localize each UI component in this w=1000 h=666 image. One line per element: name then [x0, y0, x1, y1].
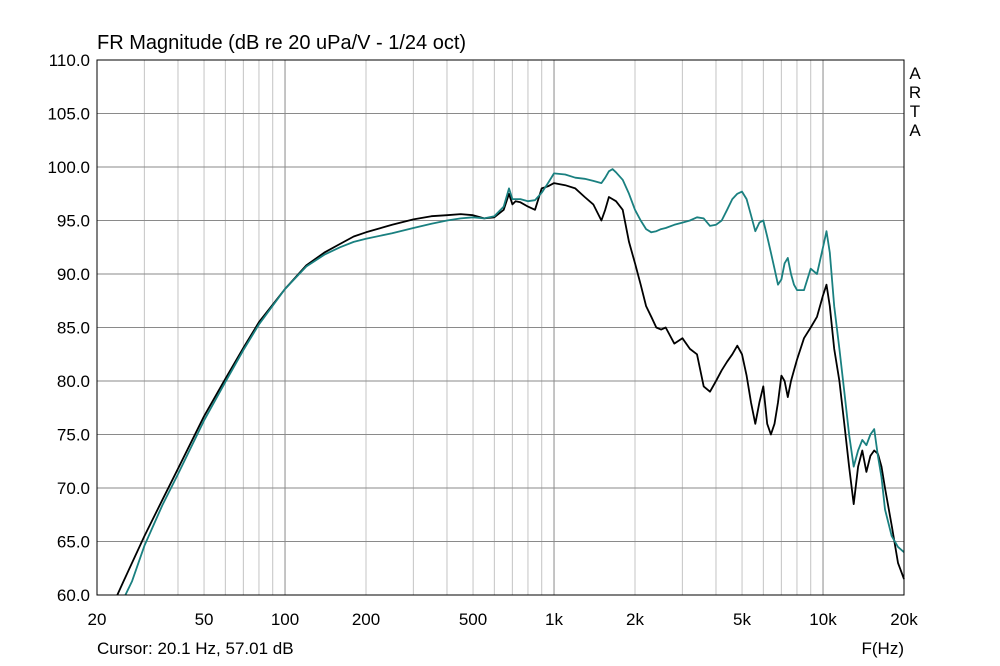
x-axis-ticks: 20 50 100 200 500 1k 2k 5k 10k 20k — [88, 610, 919, 629]
chart-title: FR Magnitude (dB re 20 uPa/V - 1/24 oct) — [97, 32, 466, 54]
x-axis-label: F(Hz) — [862, 639, 904, 658]
y-tick-label: 95.0 — [57, 212, 90, 231]
watermark-letter: R — [909, 83, 921, 102]
y-tick-label: 85.0 — [57, 319, 90, 338]
x-tick-label: 20k — [890, 610, 918, 629]
y-tick-label: 70.0 — [57, 479, 90, 498]
x-tick-label: 20 — [88, 610, 107, 629]
x-tick-label: 5k — [733, 610, 751, 629]
series-line-2 — [124, 168, 905, 596]
y-axis-ticks: 60.0 65.0 70.0 75.0 80.0 85.0 90.0 95.0 100.0 105… — [47, 51, 90, 605]
y-tick-label: 75.0 — [57, 426, 90, 445]
x-tick-label: 1k — [545, 610, 563, 629]
y-tick-label: 90.0 — [57, 265, 90, 284]
y-tick-label: 80.0 — [57, 372, 90, 391]
watermark-letter: T — [910, 102, 920, 121]
series-line-1 — [116, 182, 905, 596]
x-tick-label: 500 — [459, 610, 487, 629]
x-tick-label: 50 — [195, 610, 214, 629]
y-tick-label: 110.0 — [49, 51, 90, 70]
x-tick-label: 200 — [352, 610, 380, 629]
y-tick-label: 100.0 — [47, 158, 90, 177]
cursor-readout: Cursor: 20.1 Hz, 57.01 dB — [97, 639, 294, 658]
y-tick-label: 105.0 — [47, 105, 90, 124]
series-layer — [116, 168, 905, 596]
x-tick-label: 100 — [271, 610, 299, 629]
watermark-letter: A — [909, 121, 921, 140]
y-tick-label: 60.0 — [57, 586, 90, 605]
x-tick-label: 2k — [626, 610, 644, 629]
x-tick-label: 10k — [809, 610, 837, 629]
plot-frame — [96, 59, 905, 596]
y-tick-label: 65.0 — [57, 533, 90, 552]
watermark-letter: A — [909, 64, 921, 83]
